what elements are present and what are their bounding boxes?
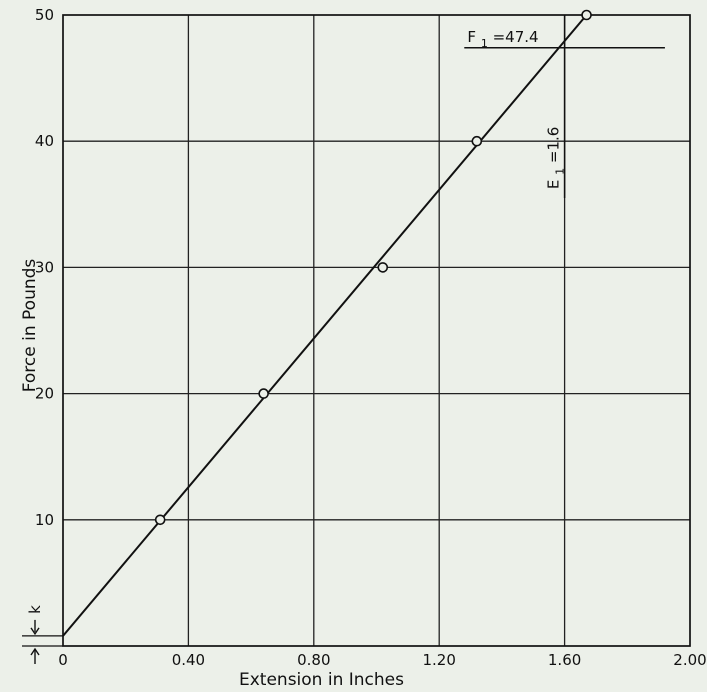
x-tick-label-0: 0 <box>58 651 68 669</box>
k-annotation: k <box>26 605 44 614</box>
x-tick-label-2: 0.80 <box>297 651 330 669</box>
fit-line-layer <box>62 14 588 637</box>
e1-label: E <box>545 180 563 189</box>
data-points-layer <box>154 9 592 526</box>
y-tick-label-3: 40 <box>35 132 54 150</box>
e1-subscript: 1 <box>554 168 567 175</box>
f1-annotation: F 1 =47.4 <box>467 28 538 51</box>
data-point-2 <box>377 262 389 273</box>
e1-annotation: E 1 =1.6 <box>545 127 568 189</box>
y-tick-label-2: 30 <box>35 258 54 276</box>
f1-label: F <box>467 28 476 46</box>
annotation-layer: F 1 =47.4 E 1 =1.6 k <box>22 15 665 664</box>
x-tick-label-4: 1.60 <box>548 651 581 669</box>
tick-labels-layer: 0 0.40 0.80 1.20 1.60 2.00 10 20 30 40 50 <box>35 6 707 669</box>
x-tick-label-1: 0.40 <box>172 651 205 669</box>
data-point-1 <box>258 388 269 399</box>
f1-value: =47.4 <box>493 28 539 46</box>
y-tick-label-4: 50 <box>35 6 54 24</box>
best-fit-line <box>62 14 588 637</box>
k-upper-arrow-head <box>30 627 40 636</box>
y-axis-title: Force in Pounds <box>20 259 40 393</box>
k-lower-arrow-head <box>30 647 40 656</box>
x-tick-label-3: 1.20 <box>422 651 455 669</box>
e1-value: =1.6 <box>545 127 563 163</box>
data-point-3 <box>471 135 483 147</box>
f1-subscript: 1 <box>481 37 488 50</box>
x-tick-label-5: 2.00 <box>673 651 706 669</box>
y-tick-label-1: 20 <box>35 385 54 403</box>
plot-frame <box>62 14 691 647</box>
x-axis-title: Extension in Inches <box>239 670 404 690</box>
data-point-4 <box>581 9 592 21</box>
axes-layer <box>62 14 691 647</box>
data-point-0 <box>154 514 166 526</box>
grid-layer <box>63 15 690 646</box>
y-tick-label-0: 10 <box>35 511 54 529</box>
